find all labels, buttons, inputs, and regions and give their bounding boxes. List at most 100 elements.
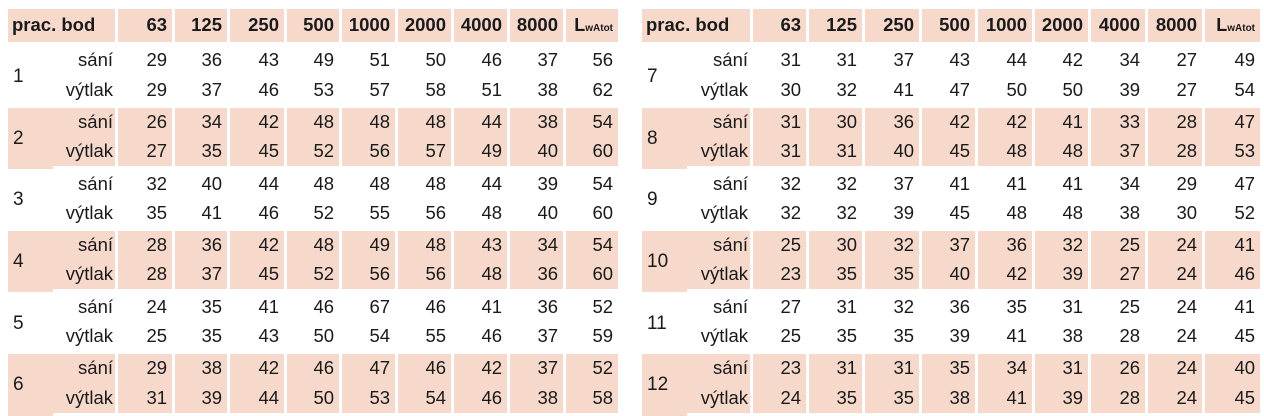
level-value: 28 — [118, 230, 176, 261]
row-kind-label: sání — [53, 353, 119, 384]
total-level-header: LwAtot — [566, 9, 619, 46]
level-value: 34 — [1091, 46, 1149, 76]
level-value: 41 — [1035, 107, 1092, 137]
total-level-value: 60 — [566, 260, 619, 293]
level-value: 50 — [1035, 75, 1092, 108]
level-value: 28 — [1091, 383, 1149, 416]
table-row: výtlak 25 35 43 50 54 55 46 37 59 — [8, 321, 619, 354]
level-value: 32 — [753, 198, 810, 231]
level-value: 37 — [865, 169, 923, 199]
row-kind-label: výtlak — [53, 260, 119, 293]
row-kind-label: výtlak — [687, 136, 754, 170]
level-value: 38 — [175, 353, 231, 384]
level-value: 32 — [1035, 230, 1092, 261]
row-kind-label: výtlak — [687, 75, 754, 108]
row-kind-label: výtlak — [53, 75, 119, 108]
level-value: 35 — [865, 321, 923, 354]
level-value: 55 — [342, 198, 399, 231]
level-value: 40 — [865, 136, 923, 170]
noise-table-left: prac. bod 63 125 250 500 1000 2000 4000 8000 LwAt… — [8, 9, 619, 416]
frequency-header: 2000 — [1035, 9, 1092, 46]
level-value: 51 — [342, 46, 399, 76]
frequency-header: 4000 — [1091, 9, 1149, 46]
level-value: 29 — [1148, 169, 1206, 199]
level-value: 30 — [1148, 198, 1206, 231]
measurement-point-group: 10 sání 25 30 32 37 36 32 25 24 41 výtlak 23 35 35 40 42… — [642, 230, 1261, 293]
level-value: 44 — [230, 383, 288, 416]
level-value: 41 — [922, 169, 979, 199]
level-value: 38 — [1035, 321, 1092, 354]
row-kind-label: sání — [53, 107, 119, 137]
table-row: výtlak 27 35 45 52 56 57 49 40 60 — [8, 136, 619, 170]
level-value: 52 — [287, 260, 343, 293]
level-value: 45 — [230, 136, 288, 170]
level-value: 44 — [454, 169, 511, 199]
level-value: 48 — [398, 230, 455, 261]
level-value: 51 — [454, 75, 511, 108]
level-value: 40 — [510, 136, 567, 170]
point-number: 1 — [13, 66, 24, 88]
level-value: 42 — [922, 107, 979, 137]
table-row: 5 sání 24 35 41 46 67 46 41 36 52 — [8, 292, 618, 333]
level-value: 46 — [454, 46, 511, 76]
level-value: 48 — [342, 107, 399, 137]
measurement-point-group: 4 sání 28 36 42 48 49 48 43 34 54 výtlak 28 37 45 52 56 5… — [8, 230, 619, 293]
level-value: 50 — [978, 75, 1036, 108]
level-value: 46 — [230, 198, 288, 231]
level-value: 52 — [287, 198, 343, 231]
total-level-value: 62 — [566, 75, 619, 108]
total-level-value: 53 — [1205, 136, 1261, 170]
frequency-header: 250 — [865, 9, 923, 46]
level-value: 32 — [809, 198, 866, 231]
level-value: 41 — [1035, 169, 1092, 199]
level-value: 48 — [342, 169, 399, 199]
point-column-header: prac. bod — [642, 9, 754, 46]
level-value: 41 — [230, 292, 288, 322]
measurement-point-group: 3 sání 32 40 44 48 48 48 44 39 54 výtlak 35 41 46 52 55 5… — [8, 169, 619, 231]
level-value: 36 — [978, 230, 1036, 261]
level-value: 48 — [287, 107, 343, 137]
level-value: 37 — [510, 321, 567, 354]
level-value: 32 — [809, 75, 866, 108]
total-level-value: 54 — [1205, 75, 1261, 108]
total-level-value: 47 — [1234, 172, 1256, 194]
row-kind-label: výtlak — [53, 383, 119, 416]
measurement-point-group: 6 sání 29 38 42 46 47 46 42 37 52 výtlak 31 39 44 50 53 5… — [8, 353, 619, 416]
total-level-header: LwAtot — [1205, 9, 1261, 46]
total-level-value: 40 — [1205, 353, 1261, 384]
total-level-value: 46 — [1205, 260, 1261, 293]
measurement-point-group: 8 sání 31 30 36 42 42 41 33 28 47 výtlak 31 31 40 45 48 4… — [642, 107, 1261, 170]
level-value: 29 — [118, 353, 176, 384]
frequency-header: 125 — [809, 9, 866, 46]
level-value: 48 — [454, 260, 511, 293]
level-value: 45 — [230, 260, 288, 293]
total-level-subscript: wAtot — [1227, 23, 1256, 35]
level-value: 31 — [809, 46, 866, 76]
table-row: 4 sání 28 36 42 48 49 48 43 34 54 — [8, 230, 619, 293]
total-level-value: 58 — [566, 383, 619, 416]
row-kind-label: sání — [53, 169, 119, 199]
table-row: výtlak 31 31 40 45 48 48 37 28 53 — [642, 136, 1261, 170]
frequency-header: 500 — [922, 9, 979, 46]
level-value: 36 — [175, 46, 231, 76]
frequency-header: 1000 — [978, 9, 1036, 46]
frequency-header: 2000 — [398, 9, 455, 46]
level-value: 52 — [287, 136, 343, 170]
measurement-point-group: 12 sání 23 31 31 35 34 31 26 24 40 výtlak 24 35 35 38 41… — [642, 353, 1261, 416]
level-value: 28 — [1148, 136, 1206, 170]
total-level-value: 59 — [566, 322, 619, 354]
level-value: 31 — [1035, 353, 1092, 384]
total-level-value: 56 — [592, 49, 614, 71]
level-value: 31 — [118, 383, 176, 416]
level-value: 36 — [175, 230, 231, 261]
level-value: 39 — [865, 198, 923, 231]
level-value: 35 — [809, 383, 866, 416]
level-value: 41 — [978, 383, 1036, 416]
level-value: 36 — [510, 260, 567, 293]
level-value: 24 — [1148, 230, 1206, 261]
level-value: 46 — [287, 292, 343, 322]
row-kind-label: výtlak — [53, 198, 119, 231]
level-value: 46 — [454, 383, 511, 416]
level-value: 42 — [230, 353, 288, 384]
level-value: 58 — [398, 75, 455, 108]
